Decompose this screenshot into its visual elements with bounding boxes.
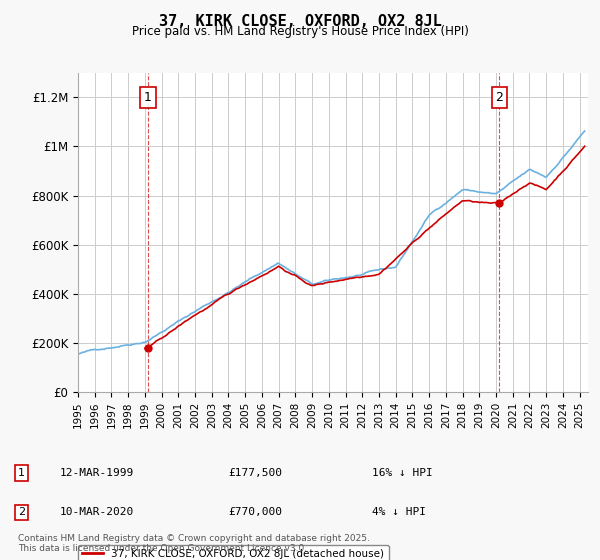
Text: 1: 1: [144, 91, 152, 104]
Text: 12-MAR-1999: 12-MAR-1999: [60, 468, 134, 478]
Legend: 37, KIRK CLOSE, OXFORD, OX2 8JL (detached house), HPI: Average price, detached h: 37, KIRK CLOSE, OXFORD, OX2 8JL (detache…: [78, 545, 389, 560]
Text: 2: 2: [495, 91, 503, 104]
Text: Contains HM Land Registry data © Crown copyright and database right 2025.
This d: Contains HM Land Registry data © Crown c…: [18, 534, 370, 553]
Text: 37, KIRK CLOSE, OXFORD, OX2 8JL: 37, KIRK CLOSE, OXFORD, OX2 8JL: [158, 14, 442, 29]
Text: 10-MAR-2020: 10-MAR-2020: [60, 507, 134, 517]
Text: 2: 2: [18, 507, 25, 517]
Text: Price paid vs. HM Land Registry's House Price Index (HPI): Price paid vs. HM Land Registry's House …: [131, 25, 469, 38]
Text: 16% ↓ HPI: 16% ↓ HPI: [372, 468, 433, 478]
Text: £177,500: £177,500: [228, 468, 282, 478]
Text: 1: 1: [18, 468, 25, 478]
Text: 4% ↓ HPI: 4% ↓ HPI: [372, 507, 426, 517]
Text: £770,000: £770,000: [228, 507, 282, 517]
